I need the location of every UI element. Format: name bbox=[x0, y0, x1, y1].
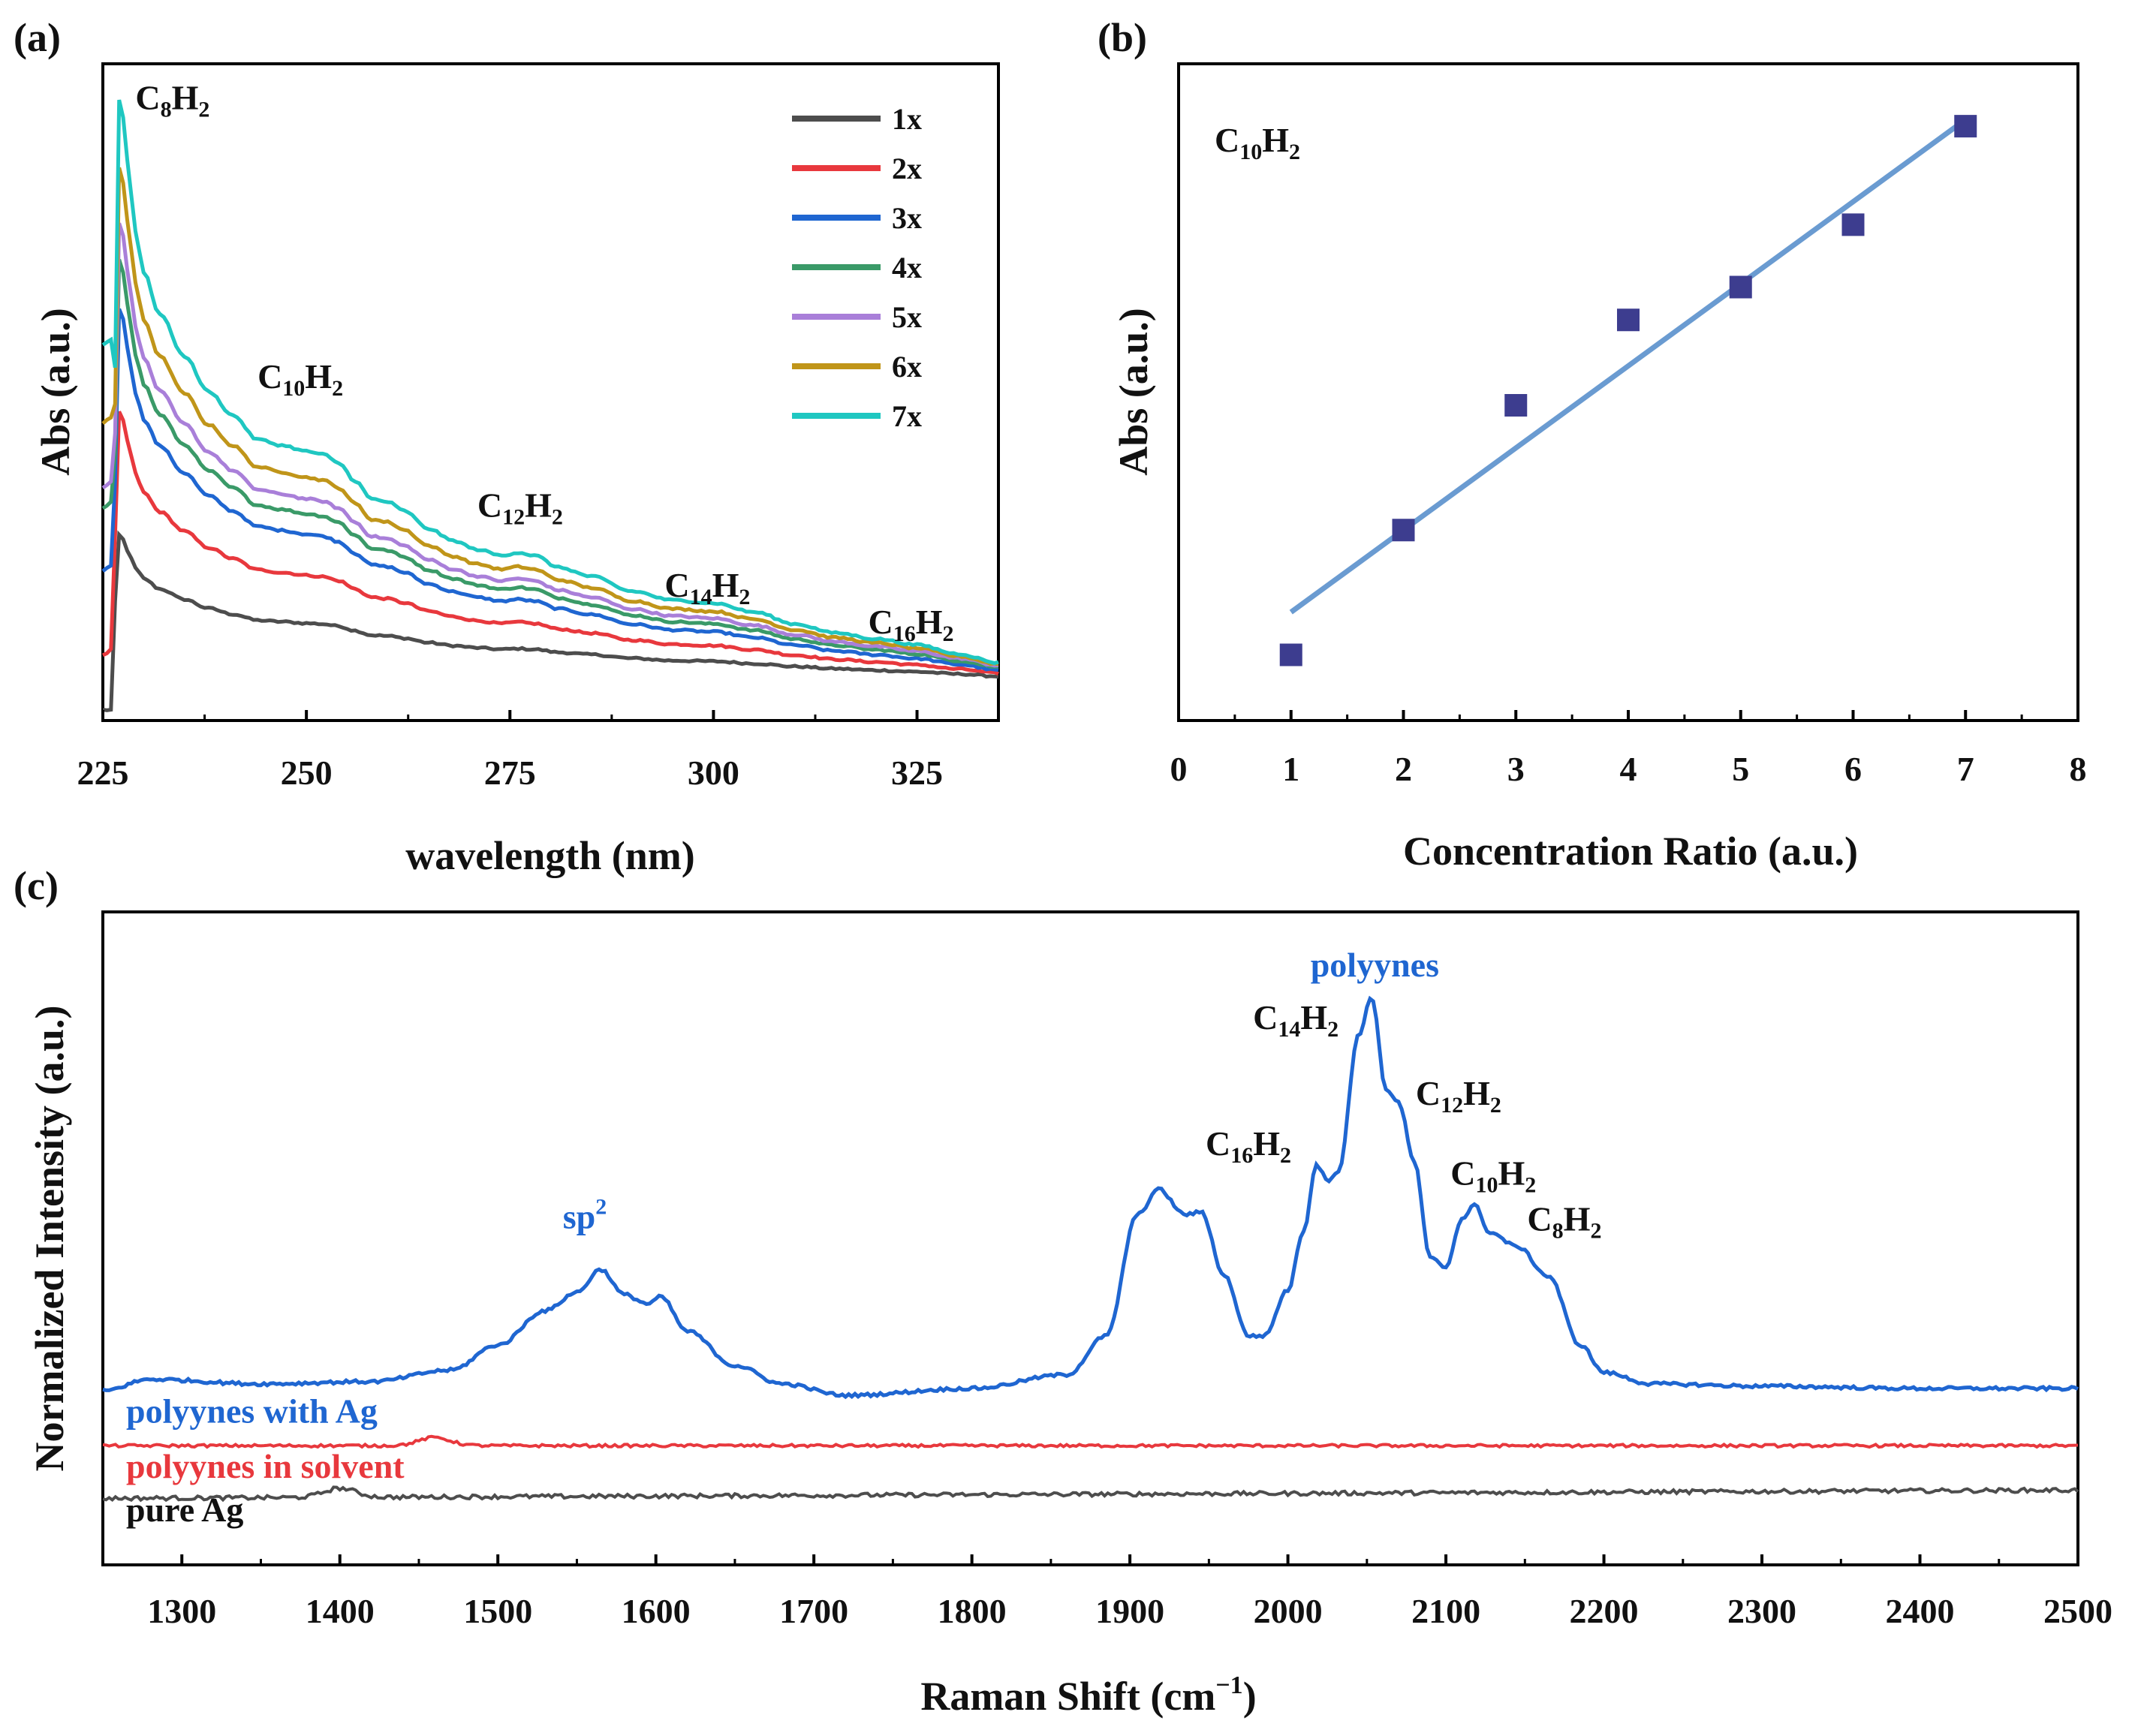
panel-a-series-6x bbox=[101, 167, 999, 666]
panel-b-data-point bbox=[1504, 394, 1528, 417]
panel-b-plot bbox=[1279, 115, 1977, 666]
panel-a-legend-label: 1x bbox=[892, 102, 922, 136]
panel-c-series-solvent bbox=[102, 1434, 2079, 1449]
panel-c-tick-label: 1600 bbox=[622, 1592, 691, 1630]
panel-c-ylabel: Normalized Intensity (a.u.) bbox=[27, 1006, 72, 1472]
panel-c-series-pure-ag bbox=[102, 1485, 2079, 1503]
panel-c-tick-label: 1400 bbox=[306, 1592, 375, 1630]
panel-c-tick-label: 2000 bbox=[1254, 1592, 1323, 1630]
panel-b-tick-label: 3 bbox=[1507, 750, 1525, 788]
panel-c-tick-label: 2100 bbox=[1411, 1592, 1480, 1630]
panel-c-ticks: 1300 1400 1500 1600 1700 1800 1900 2000 2100 2200… bbox=[101, 1554, 2112, 1630]
panel-c-annotation: C8H2 bbox=[1527, 1200, 1601, 1244]
panel-b-tick-label: 7 bbox=[1957, 750, 1974, 788]
panel-c-tick-label: 1800 bbox=[938, 1592, 1007, 1630]
panel-b-species-label: C10H2 bbox=[1215, 121, 1300, 164]
panel-c-annotation: polyynes bbox=[1311, 946, 1439, 984]
panel-a-tick-label: 275 bbox=[484, 754, 536, 792]
panel-b-ticks: 0 1 2 3 4 5 6 7 8 bbox=[1170, 710, 2087, 788]
panel-c-series-label: polyynes with Ag bbox=[126, 1392, 378, 1431]
panel-a-ticks: 225 250 275 300 325 bbox=[77, 710, 943, 792]
panel-a-series-3x bbox=[101, 308, 999, 672]
panel-a-tick-label: 325 bbox=[891, 754, 943, 792]
panel-c-tick-label: 1300 bbox=[147, 1592, 216, 1630]
panel-a-series-7x bbox=[101, 99, 999, 666]
panel-a-legend-label: 4x bbox=[892, 251, 922, 284]
panel-a-legend-label: 2x bbox=[892, 152, 922, 185]
panel-c-annotation: C16H2 bbox=[1206, 1124, 1291, 1168]
panel-a-legend-label: 6x bbox=[892, 350, 922, 384]
panel-c-legend: polyynes with Ag polyynes in solvent pure … bbox=[126, 1392, 405, 1529]
panel-c-label: (c) bbox=[14, 863, 59, 908]
panel-b-data-point bbox=[1279, 643, 1302, 666]
panel-b: (b) 0 1 2 3 4 5 6 7 8 C10H2 Concentration Ratio … bbox=[1098, 15, 2087, 874]
panel-c-annotation: C12H2 bbox=[1416, 1074, 1501, 1118]
panel-c-frame bbox=[101, 910, 2079, 1566]
panel-b-data-point bbox=[1841, 213, 1865, 236]
panel-b-data-point bbox=[1954, 115, 1977, 138]
panel-b-tick-label: 5 bbox=[1732, 750, 1749, 788]
panel-c-annotation: C14H2 bbox=[1253, 998, 1339, 1042]
panel-b-label: (b) bbox=[1098, 15, 1147, 60]
panel-b-tick-label: 2 bbox=[1395, 750, 1412, 788]
panel-c-annotation: sp2 bbox=[563, 1194, 607, 1235]
panel-a-series-1x bbox=[102, 530, 999, 712]
panel-c-series-label: pure Ag bbox=[126, 1491, 243, 1529]
panel-b-tick-label: 4 bbox=[1620, 750, 1637, 788]
panel-a-legend-label: 3x bbox=[892, 201, 922, 235]
panel-b-ylabel: Abs (a.u.) bbox=[1111, 308, 1156, 476]
panel-a-series bbox=[101, 99, 999, 712]
panel-c-series-with-ag bbox=[102, 995, 2079, 1400]
panel-a-series-5x bbox=[101, 222, 999, 668]
panel-a-legend-label: 7x bbox=[892, 399, 922, 433]
panel-b-data-point bbox=[1617, 308, 1640, 332]
panel-a-annotation: C10H2 bbox=[257, 357, 343, 401]
panel-c-tick-label: 2500 bbox=[2043, 1592, 2112, 1630]
panel-a-tick-label: 300 bbox=[688, 754, 739, 792]
panel-b-tick-label: 0 bbox=[1170, 750, 1188, 788]
panel-c-tick-label: 2400 bbox=[1886, 1592, 1955, 1630]
panel-c-tick-label: 1900 bbox=[1095, 1592, 1164, 1630]
panel-c-series-label: polyynes in solvent bbox=[126, 1447, 405, 1485]
panel-c-tick-label: 1700 bbox=[779, 1592, 848, 1630]
panel-b-data-point bbox=[1392, 519, 1415, 542]
panel-a-annotation: C14H2 bbox=[664, 566, 750, 609]
panel-a: (a) 225 250 275 300 325 C8H2C10H2C12H2C14H2C… bbox=[14, 15, 1000, 878]
panel-a-series-4x bbox=[101, 258, 999, 669]
panel-c-annotation: C10H2 bbox=[1450, 1154, 1536, 1198]
panel-a-legend: 1x 2x 3x 4x 5x 6x 7x bbox=[792, 102, 922, 433]
panel-c-xlabel: Raman Shift (cm−1) bbox=[920, 1671, 1256, 1719]
panel-c-tick-label: 2300 bbox=[1727, 1592, 1796, 1630]
panel-a-annotation: C8H2 bbox=[135, 78, 209, 122]
panel-a-frame bbox=[101, 62, 1000, 722]
panel-b-frame bbox=[1177, 62, 2079, 722]
panel-a-xlabel: wavelength (nm) bbox=[405, 833, 694, 878]
panel-b-tick-label: 8 bbox=[2070, 750, 2087, 788]
panel-b-tick-label: 6 bbox=[1844, 750, 1862, 788]
panel-c-tick-label: 2200 bbox=[1570, 1592, 1639, 1630]
panel-a-legend-label: 5x bbox=[892, 300, 922, 334]
panel-a-tick-label: 225 bbox=[77, 754, 129, 792]
panel-c-tick-label: 1500 bbox=[463, 1592, 532, 1630]
panel-a-annotations: C8H2 C10H2 C12H2 C14H2 C16H2 bbox=[135, 78, 953, 646]
panel-c: (c) 1300 1400 1500 1600 1700 1800 1900 2000 2100… bbox=[14, 863, 2112, 1719]
panel-a-label: (a) bbox=[14, 15, 61, 60]
panel-a-ylabel: Abs (a.u.) bbox=[33, 308, 78, 476]
panel-a-annotation: C16H2 bbox=[868, 603, 953, 646]
panel-b-data-point bbox=[1729, 275, 1752, 299]
panel-a-series-2x bbox=[101, 411, 999, 676]
panel-a-tick-label: 250 bbox=[281, 754, 333, 792]
panel-b-xlabel: Concentration Ratio (a.u.) bbox=[1403, 829, 1858, 874]
panel-a-annotation: C12H2 bbox=[477, 486, 563, 530]
panel-c-series bbox=[102, 995, 2079, 1503]
panel-b-tick-label: 1 bbox=[1282, 750, 1299, 788]
